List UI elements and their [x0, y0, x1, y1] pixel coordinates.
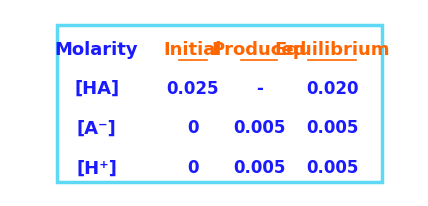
- Text: 0: 0: [187, 159, 199, 176]
- Text: Equilibrium: Equilibrium: [274, 41, 390, 59]
- Text: [H⁺]: [H⁺]: [76, 159, 117, 176]
- Text: 0.005: 0.005: [233, 119, 285, 137]
- FancyBboxPatch shape: [57, 26, 382, 182]
- Text: 0.005: 0.005: [306, 119, 358, 137]
- Text: [A⁻]: [A⁻]: [77, 119, 116, 137]
- Text: 0.025: 0.025: [166, 79, 219, 97]
- Text: Initial: Initial: [163, 41, 222, 59]
- Text: 0.020: 0.020: [306, 79, 358, 97]
- Text: 0.005: 0.005: [233, 159, 285, 176]
- Text: Molarity: Molarity: [55, 41, 138, 59]
- Text: [HA]: [HA]: [74, 79, 119, 97]
- Text: 0.005: 0.005: [306, 159, 358, 176]
- Text: Produced: Produced: [211, 41, 307, 59]
- Text: 0: 0: [187, 119, 199, 137]
- Text: -: -: [256, 79, 263, 97]
